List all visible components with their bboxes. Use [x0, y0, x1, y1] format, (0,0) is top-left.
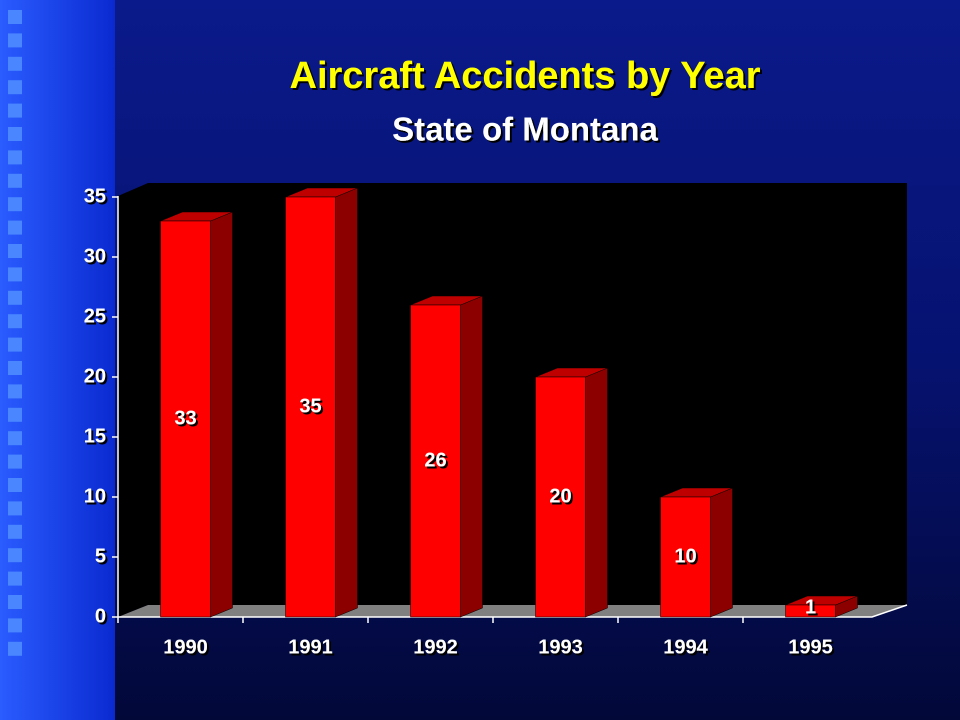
decor-square	[8, 267, 22, 282]
value-label: 10	[674, 545, 696, 567]
decor-square	[8, 478, 22, 492]
decor-square	[8, 244, 22, 258]
decor-square	[8, 454, 22, 469]
decor-square	[8, 571, 22, 586]
bar-side	[460, 295, 483, 618]
x-axis	[118, 604, 908, 618]
decor-square	[8, 431, 22, 446]
y-tick-label: 5	[95, 545, 106, 567]
y-tick-label: 25	[84, 305, 106, 327]
x-tick-label: 1994	[663, 636, 708, 658]
decor-square	[8, 33, 22, 48]
chart-subtitle: State of Montana	[392, 111, 658, 148]
decor-square	[8, 290, 22, 305]
decor-square	[8, 524, 22, 539]
decor-square	[8, 595, 22, 609]
bar	[535, 376, 586, 618]
decor-square	[8, 197, 22, 212]
y-tick-label: 10	[84, 485, 106, 507]
decor-square	[8, 618, 22, 633]
value-label: 33	[174, 407, 196, 429]
bar-side	[585, 367, 608, 618]
y-tick-label: 35	[84, 185, 106, 207]
decor-square	[8, 314, 22, 329]
x-tick-label: 1990	[163, 636, 208, 658]
bar	[785, 604, 836, 618]
decor-square	[8, 361, 22, 375]
value-label: 20	[549, 485, 571, 507]
decor	[8, 10, 22, 656]
decor-square	[8, 501, 22, 516]
decor-square	[8, 337, 22, 352]
decor-square	[8, 56, 22, 71]
bar-side	[210, 211, 233, 618]
x-tick-label: 1991	[288, 636, 333, 658]
bar	[160, 220, 211, 618]
x-tick-label: 1992	[413, 636, 458, 658]
value-label: 1	[805, 596, 816, 618]
chart-title: Aircraft Accidents by Year	[290, 55, 761, 97]
bar-side	[335, 187, 358, 618]
value-label: 26	[424, 449, 446, 471]
bar	[410, 304, 461, 618]
decor-square	[8, 127, 22, 141]
decor-square	[8, 407, 22, 422]
decor-square	[8, 548, 22, 563]
x-tick-label: 1993	[538, 636, 583, 658]
x-tick-label: 1995	[788, 636, 833, 658]
decor-square	[8, 150, 22, 165]
decor-square	[8, 641, 22, 656]
y-tick-label: 15	[84, 425, 106, 447]
bar	[660, 496, 711, 618]
decor-square	[8, 10, 22, 24]
bar	[285, 196, 336, 618]
decor-square	[8, 384, 22, 399]
decor-square	[8, 103, 22, 118]
plot-wall	[118, 183, 907, 617]
y-tick-label: 30	[84, 245, 106, 267]
y-tick-label: 0	[95, 605, 106, 627]
bar-side	[710, 487, 733, 618]
y-tick-label: 20	[84, 365, 106, 387]
value-label: 35	[299, 395, 321, 417]
decor-square	[8, 220, 22, 235]
decor-square	[8, 173, 22, 188]
decor-square	[8, 80, 22, 95]
